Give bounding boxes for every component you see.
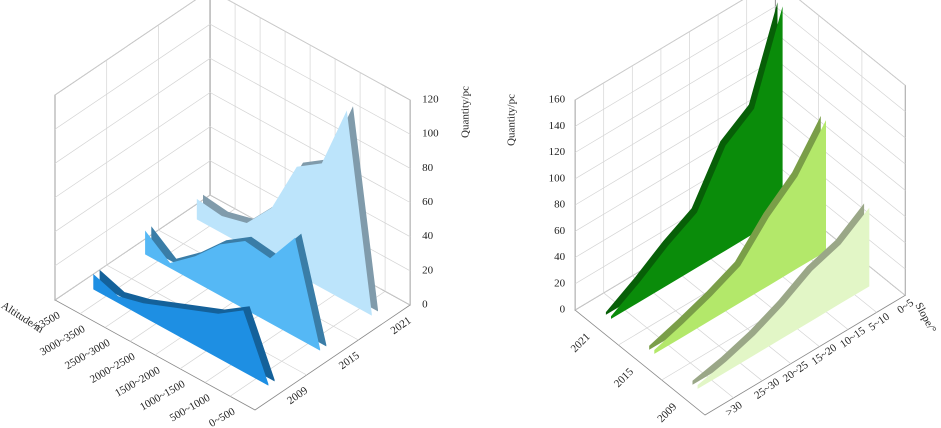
grid-line <box>574 6 906 127</box>
y-tick-label: 0 <box>422 299 428 311</box>
series-label: 2015 <box>612 366 636 390</box>
ribbon <box>145 230 321 351</box>
series-label: 2015 <box>337 349 362 372</box>
y-tick-label: 60 <box>554 225 566 237</box>
axis-title: Quantity/pc <box>460 86 472 138</box>
y-tick-label: 40 <box>422 230 434 242</box>
y-tick-label: 160 <box>549 94 566 106</box>
y-tick-label: 0 <box>560 304 566 316</box>
series-label: 2021 <box>569 331 593 355</box>
series-label: 2021 <box>389 315 414 337</box>
category-label: 0~500 <box>207 405 238 428</box>
y-tick-label: 140 <box>549 120 566 132</box>
grid-line <box>54 0 411 101</box>
ribbon <box>654 120 826 354</box>
y-tick-label: 40 <box>554 251 566 263</box>
ribbon <box>93 274 269 386</box>
axis-title: Altitude/m <box>0 300 46 336</box>
y-tick-label: 100 <box>549 172 566 184</box>
y-tick-label: 120 <box>422 94 439 106</box>
y-tick-label: 20 <box>422 264 434 276</box>
y-tick-label: 80 <box>554 199 566 211</box>
axis-title: Quantity/pc <box>506 94 518 146</box>
ribbon <box>196 110 372 316</box>
y-tick-label: 100 <box>422 128 439 140</box>
y-tick-label: 80 <box>422 162 434 174</box>
series-label: 2009 <box>655 401 679 425</box>
axis-title: Slope/° <box>912 301 938 335</box>
ribbon <box>611 6 783 319</box>
series-label: 2009 <box>285 384 310 407</box>
y-tick-label: 120 <box>549 146 566 158</box>
grid-line <box>54 23 411 135</box>
y-tick-label: 60 <box>422 196 434 208</box>
ribbon <box>697 207 870 389</box>
grid-line <box>574 0 906 101</box>
y-tick-label: 20 <box>554 277 566 289</box>
